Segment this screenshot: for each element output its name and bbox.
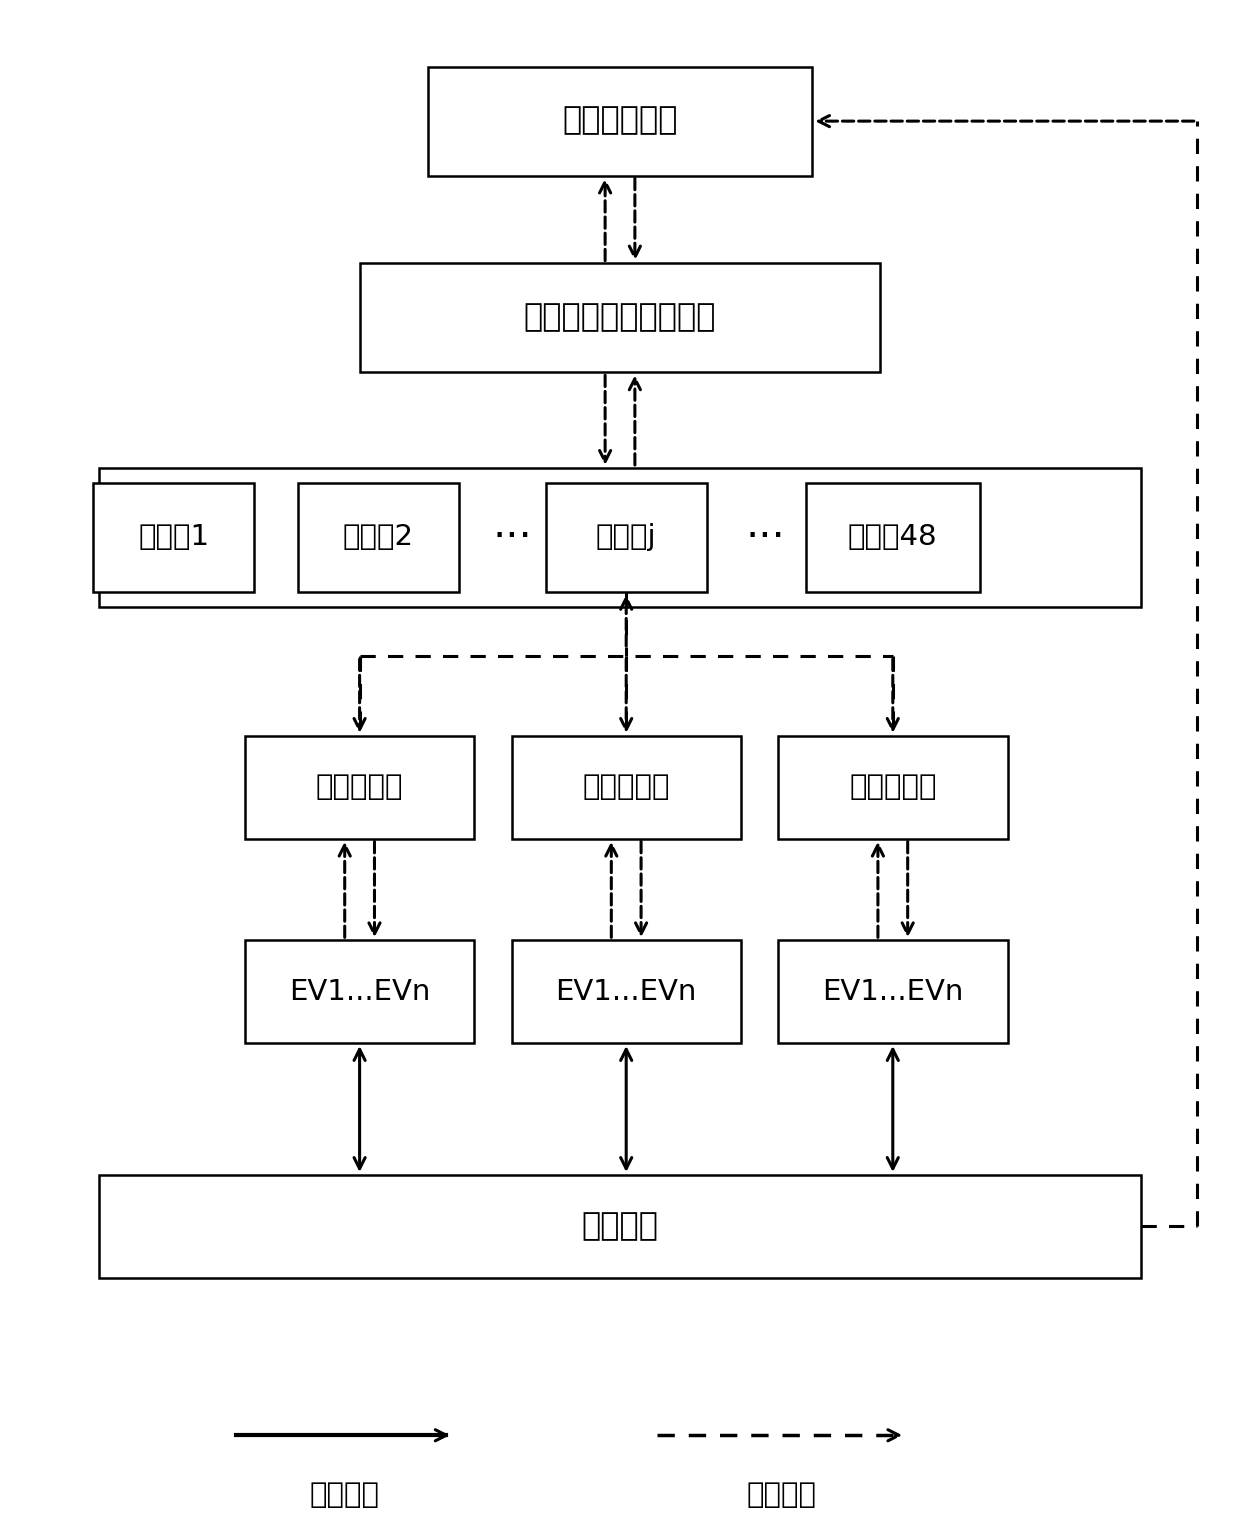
Text: 信息传输: 信息传输 — [746, 1481, 816, 1508]
Bar — [511, 736, 740, 839]
Text: EV1...EVn: EV1...EVn — [289, 978, 430, 1005]
Bar — [779, 736, 1007, 839]
Text: 电动汽车集中控制中心: 电动汽车集中控制中心 — [523, 303, 717, 333]
Text: 单向充电组: 单向充电组 — [849, 774, 936, 801]
Text: 子集群2: 子集群2 — [342, 524, 414, 551]
Text: ···: ··· — [745, 516, 785, 559]
Bar — [244, 940, 474, 1043]
Text: 子集群48: 子集群48 — [848, 524, 937, 551]
Bar — [99, 1175, 1141, 1278]
Bar — [93, 483, 254, 592]
Bar — [428, 67, 812, 176]
Bar — [360, 263, 880, 372]
Text: EV1...EVn: EV1...EVn — [556, 978, 697, 1005]
Text: EV1...EVn: EV1...EVn — [822, 978, 963, 1005]
Bar — [99, 468, 1141, 607]
Text: ···: ··· — [492, 516, 532, 559]
Bar — [298, 483, 459, 592]
Text: 功率传输: 功率传输 — [309, 1481, 379, 1508]
Text: 子集群j: 子集群j — [596, 524, 656, 551]
Text: 调频充电组: 调频充电组 — [316, 774, 403, 801]
Text: 电网调度中心: 电网调度中心 — [562, 106, 678, 136]
Bar — [546, 483, 707, 592]
Text: 子集群1: 子集群1 — [138, 524, 210, 551]
Bar — [806, 483, 980, 592]
Bar — [244, 736, 474, 839]
Text: 调频放电组: 调频放电组 — [583, 774, 670, 801]
Text: 电力网络: 电力网络 — [582, 1211, 658, 1241]
Bar — [511, 940, 740, 1043]
Bar — [779, 940, 1007, 1043]
